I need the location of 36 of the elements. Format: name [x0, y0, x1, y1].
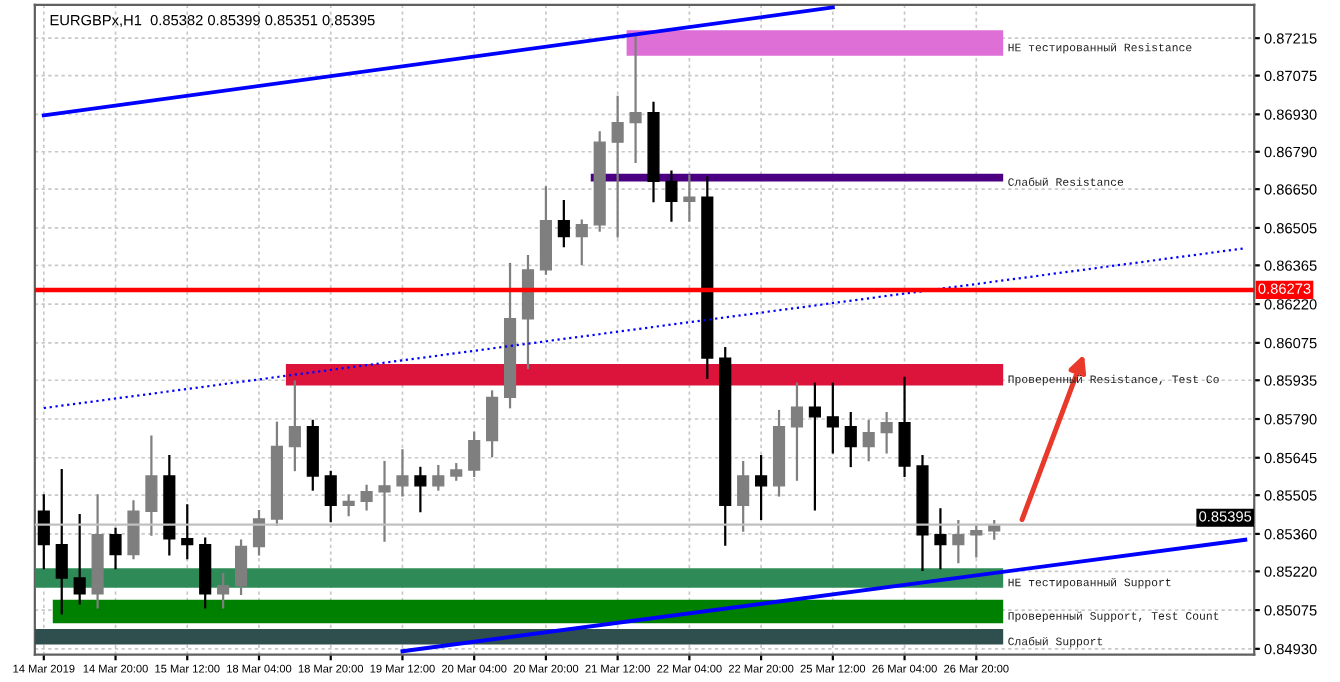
candlestick: [127, 500, 140, 560]
candlestick: [468, 431, 481, 478]
candlestick: [181, 504, 194, 560]
candlestick: [629, 33, 642, 164]
candlestick: [73, 514, 86, 605]
candlestick: [378, 460, 391, 542]
candlestick: [844, 412, 857, 468]
candlestick: [55, 468, 68, 615]
candlestick: [432, 464, 445, 491]
candlestick: [109, 527, 122, 570]
candlestick: [288, 380, 301, 472]
candlestick: [862, 419, 875, 462]
candlestick: [486, 390, 499, 458]
candlestick: [952, 519, 965, 564]
candlestick: [414, 466, 427, 513]
candlestick: [934, 508, 947, 570]
candlestick: [575, 219, 588, 266]
candlestick: [360, 484, 373, 511]
candlestick: [665, 170, 678, 222]
candlestick: [611, 95, 624, 238]
candlestick: [396, 449, 409, 497]
candlestick: [826, 382, 839, 454]
candlestick: [557, 200, 570, 248]
candlestick: [970, 523, 983, 558]
candlestick: [342, 494, 355, 517]
candlestick: [790, 382, 804, 481]
candlestick: [234, 539, 248, 595]
candlestick: [217, 572, 230, 609]
candlestick: [755, 455, 768, 521]
candlestick: [880, 412, 893, 454]
candlestick: [898, 376, 911, 478]
candlestick: [808, 382, 821, 511]
candlestick: [737, 460, 750, 532]
candlestick: [145, 435, 158, 536]
candlestick: [324, 470, 337, 523]
candlestick: [683, 174, 696, 222]
